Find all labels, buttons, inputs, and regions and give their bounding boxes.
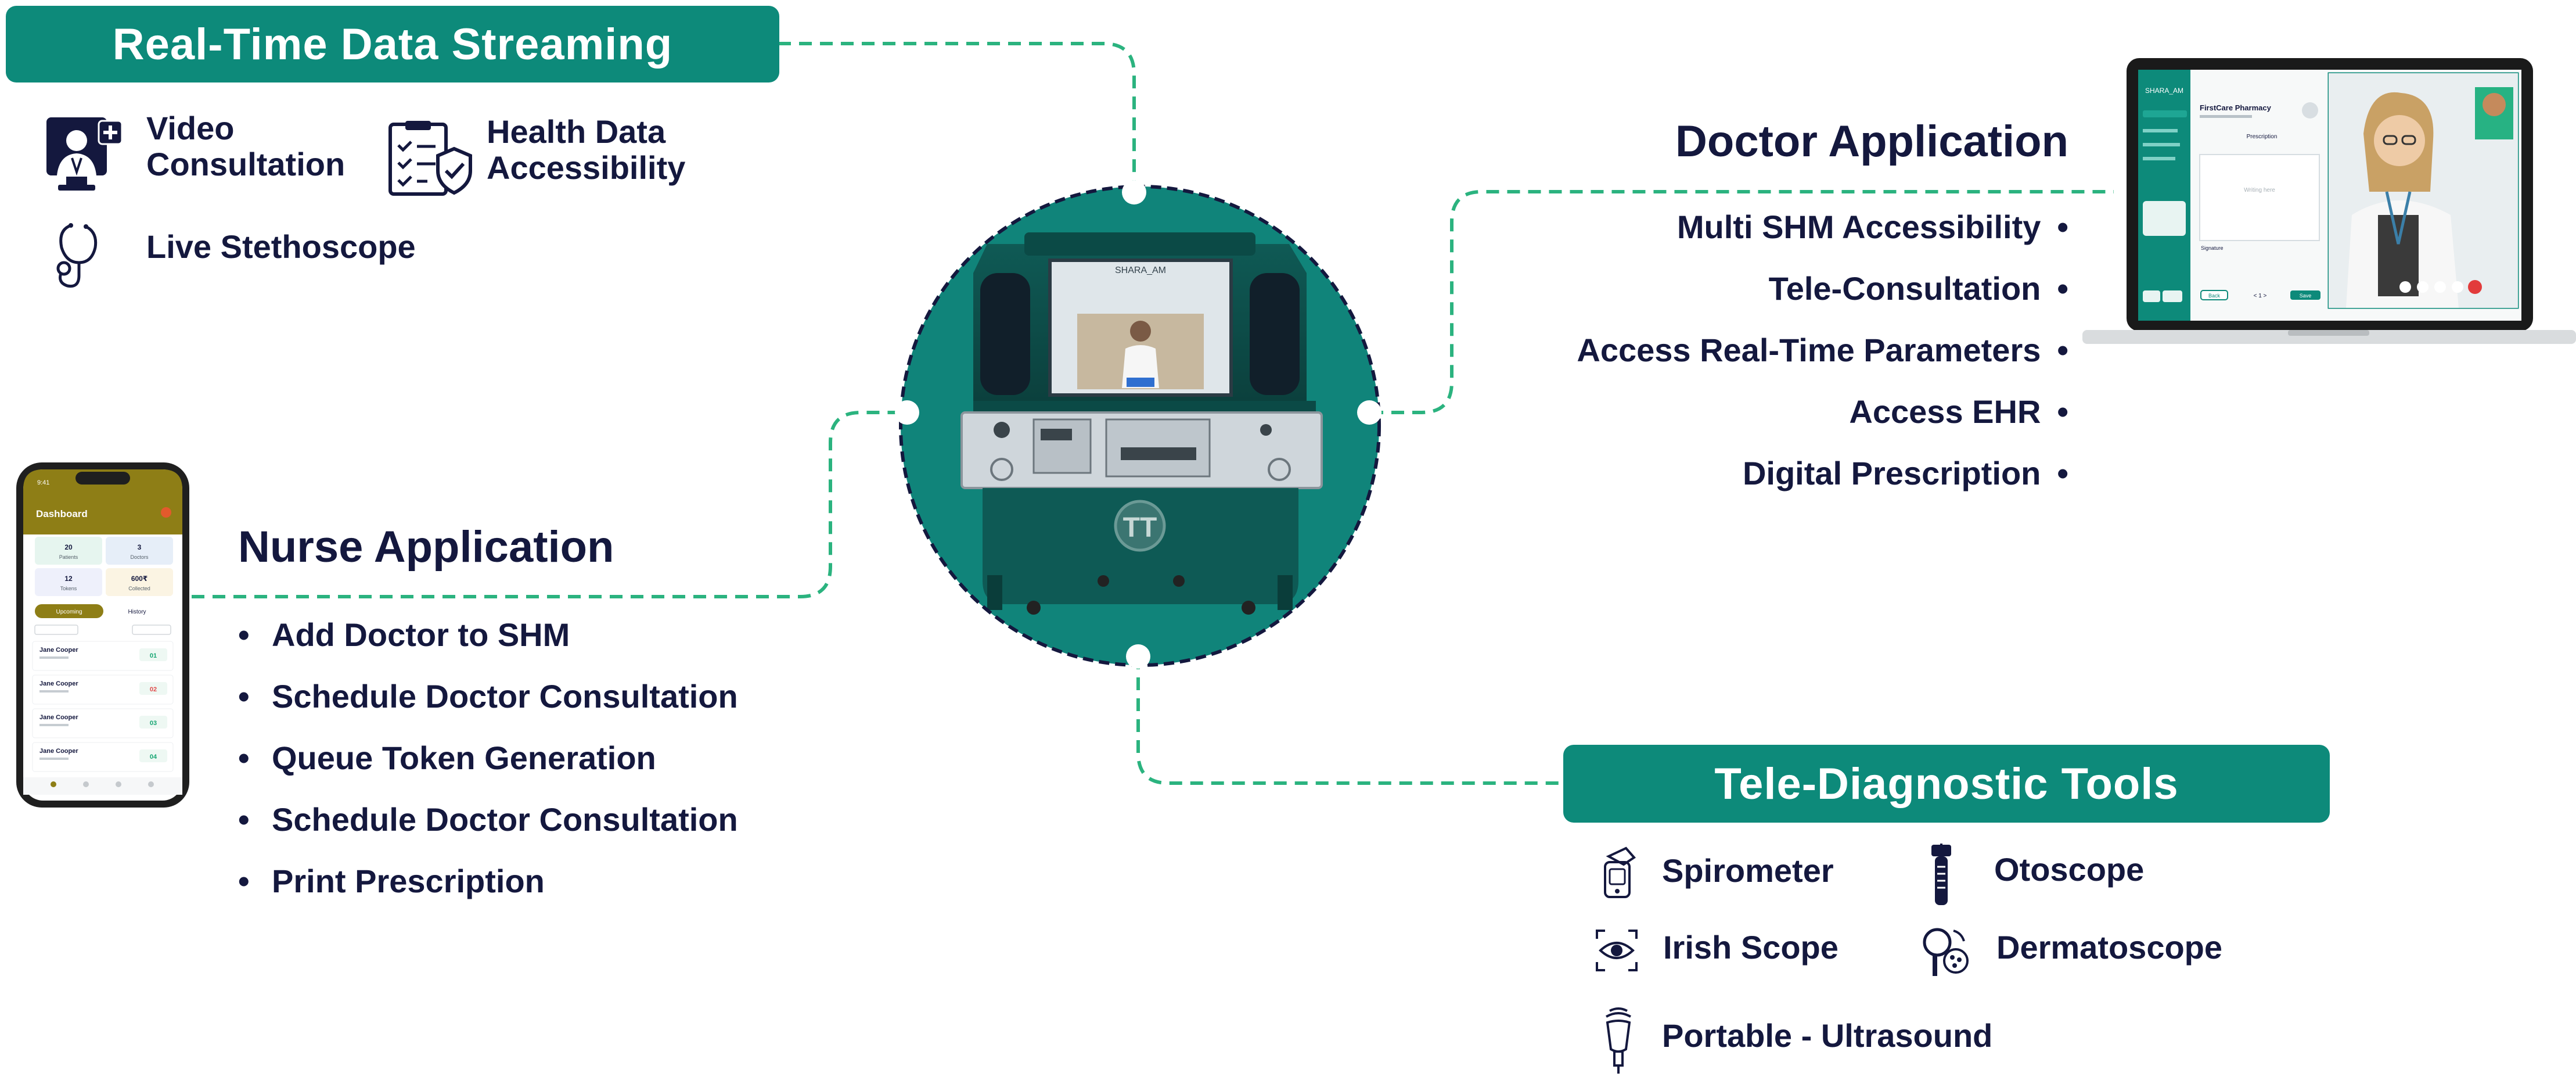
nurse-item-schedule-consultation: Schedule Doctor Consultation (238, 677, 738, 715)
tele-diagnostic-banner: Tele-Diagnostic Tools (1563, 745, 2330, 823)
phone-stat-value: 12 (64, 575, 73, 583)
doctor-item-multi-shm: Multi SHM Accessibility (1677, 208, 2068, 246)
nurse-item-schedule-consultation-2: Schedule Doctor Consultation (238, 801, 738, 838)
phone-tab-history: History (128, 609, 146, 615)
phone-token-number: 01 (150, 652, 157, 659)
otoscope-icon (1927, 840, 1956, 907)
phone-stat-value: 20 (64, 543, 73, 551)
eye-scope-icon (1593, 927, 1640, 974)
phone-patient-detail (39, 724, 69, 726)
phone-patient-row (32, 708, 174, 738)
kiosk-screen-brand: SHARA_AM (1115, 265, 1166, 275)
video-consultation-label: Video Consultation (146, 110, 345, 182)
dermatoscope-label: Dermatoscope (1996, 929, 2223, 966)
phone-token-chip (139, 749, 167, 762)
dermatoscope-icon (1920, 925, 1973, 978)
connector-right (1370, 190, 2114, 414)
doctor-application-heading: Doctor Application (1675, 117, 2068, 166)
spirometer-icon (1600, 845, 1641, 899)
phone-patient-name: Jane Cooper (39, 748, 78, 755)
video-consultation-line2: Consultation (146, 146, 346, 182)
phone-token-chip (139, 716, 167, 729)
nurse-item-print-prescription: Print Prescription (238, 862, 545, 900)
real-time-streaming-banner: Real-Time Data Streaming (6, 6, 779, 82)
laptop-back-button: Back (2208, 293, 2221, 299)
connector-bottom (1136, 656, 1568, 785)
phone-patient-detail (39, 656, 69, 659)
laptop-signature: Signature (2201, 245, 2224, 251)
doctor-item-real-time-parameters: Access Real-Time Parameters (1577, 331, 2068, 369)
phone-time: 9:41 (37, 479, 49, 486)
nurse-application-heading: Nurse Application (238, 522, 614, 572)
phone-mockup: 9:41 Dashboard 20 Patients 3 Doctors 12 Token… (16, 462, 189, 808)
phone-token-number: 03 (150, 720, 157, 727)
kiosk-illustration: SHARA_AM TT (895, 180, 1381, 669)
ultrasound-probe-icon (1598, 1005, 1639, 1075)
connector-lines (192, 42, 2114, 785)
phone-title: Dashboard (36, 508, 88, 519)
phone-patient-name: Jane Cooper (39, 680, 78, 687)
nurse-item-add-doctor: Add Doctor to SHM (238, 616, 570, 654)
phone-patient-row (32, 742, 174, 772)
phone-patient-detail (39, 758, 69, 760)
laptop-mockup: SHARA_AM FirstCare Pharmacy Prescription… (2082, 58, 2576, 344)
phone-tab-upcoming: Upcoming (56, 609, 82, 615)
health-data-line1: Health Data (487, 113, 666, 150)
spirometer-label: Spirometer (1662, 852, 1834, 889)
doctor-item-access-ehr: Access EHR (1849, 393, 2068, 430)
node-left (895, 400, 919, 425)
laptop-save-button: Save (2300, 293, 2312, 299)
node-right (1357, 400, 1381, 425)
phone-patient-name: Jane Cooper (39, 647, 78, 654)
clipboard-shield-icon (387, 120, 474, 198)
laptop-placeholder: Writing here (2244, 187, 2275, 193)
doctor-monitor-icon (43, 114, 125, 196)
stethoscope-icon (53, 222, 109, 293)
laptop-page-indicator: < 1 > (2254, 293, 2267, 299)
health-data-line2: Accessibility (487, 149, 686, 186)
video-consultation-line1: Video (146, 110, 235, 146)
laptop-pharmacy: FirstCare Pharmacy (2200, 103, 2272, 112)
phone-stat-label: Patients (59, 554, 78, 560)
node-top (1122, 180, 1146, 204)
phone-token-number: 02 (150, 686, 157, 693)
connector-top (778, 42, 1136, 192)
phone-stat-label: Doctors (130, 554, 149, 560)
otoscope-label: Otoscope (1994, 851, 2145, 888)
health-data-label: Health Data Accessibility (487, 114, 685, 186)
phone-token-number: 04 (150, 754, 157, 760)
phone-patient-row (32, 641, 174, 671)
nurse-item-queue-token: Queue Token Generation (238, 739, 656, 777)
node-bottom (1126, 644, 1150, 669)
phone-stat-value: 600₹ (131, 575, 147, 583)
phone-stat-value: 3 (138, 543, 142, 551)
live-stethoscope-label: Live Stethoscope (146, 228, 416, 265)
irish-scope-label: Irish Scope (1663, 929, 1839, 966)
laptop-brand: SHARA_AM (2145, 87, 2183, 95)
phone-token-chip (139, 648, 167, 661)
phone-stat-label: Tokens (60, 586, 77, 591)
phone-patient-detail (39, 690, 69, 693)
laptop-section: Prescription (2247, 134, 2278, 140)
phone-stat-label: Collected (128, 586, 150, 591)
phone-patient-row (32, 674, 174, 705)
phone-token-chip (139, 682, 167, 695)
kiosk-logo: TT (1123, 512, 1157, 543)
doctor-item-tele-consultation: Tele-Consultation (1769, 270, 2068, 307)
doctor-item-digital-prescription: Digital Prescription (1743, 454, 2068, 492)
phone-patient-name: Jane Cooper (39, 714, 78, 721)
connector-left (192, 411, 906, 598)
portable-ultrasound-label: Portable - Ultrasound (1662, 1017, 1993, 1054)
